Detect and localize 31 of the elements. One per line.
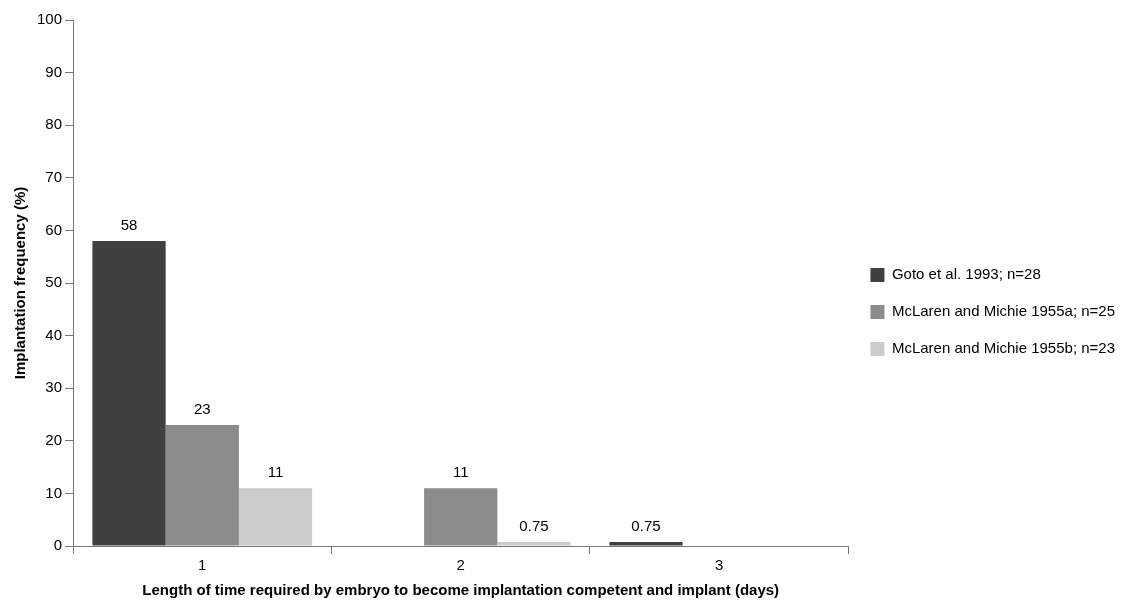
bar (238, 488, 313, 546)
y-tick-label: 70 (45, 167, 63, 185)
x-tick-label: 3 (715, 556, 724, 574)
data-label: 11 (267, 462, 284, 480)
y-tick-label: 60 (45, 220, 63, 238)
data-label: 0.75 (631, 516, 661, 534)
data-label: 11 (452, 462, 469, 480)
y-tick-label: 10 (45, 483, 63, 501)
legend-label: McLaren and Michie 1955b; n=23 (891, 339, 1116, 357)
bar (92, 240, 166, 546)
data-label: 58 (120, 215, 138, 233)
bar (424, 488, 498, 546)
bar (609, 542, 683, 546)
y-tick-label: 80 (45, 115, 63, 133)
y-tick-label: 50 (45, 273, 63, 291)
x-axis-title: Length of time required by embryo to become implantation competent and implant (days) (142, 581, 780, 599)
y-tick-label: 0 (53, 536, 63, 554)
bar (497, 542, 571, 546)
x-tick-label: 1 (198, 556, 207, 574)
legend-label: McLaren and Michie 1955a; n=25 (891, 302, 1116, 320)
data-label: 0.75 (519, 516, 549, 534)
y-tick-label: 30 (45, 378, 63, 396)
y-tick-label: 20 (45, 430, 63, 448)
y-tick-label: 40 (45, 325, 63, 343)
bar (165, 425, 239, 546)
y-tick-label: 100 (37, 10, 63, 28)
y-axis-title: Implantation frequency (%) (11, 186, 29, 380)
legend-label: Goto et al. 1993; n=28 (891, 265, 1041, 283)
x-tick-label: 2 (456, 556, 465, 574)
y-tick-label: 90 (45, 62, 63, 80)
data-label: 23 (193, 399, 211, 417)
